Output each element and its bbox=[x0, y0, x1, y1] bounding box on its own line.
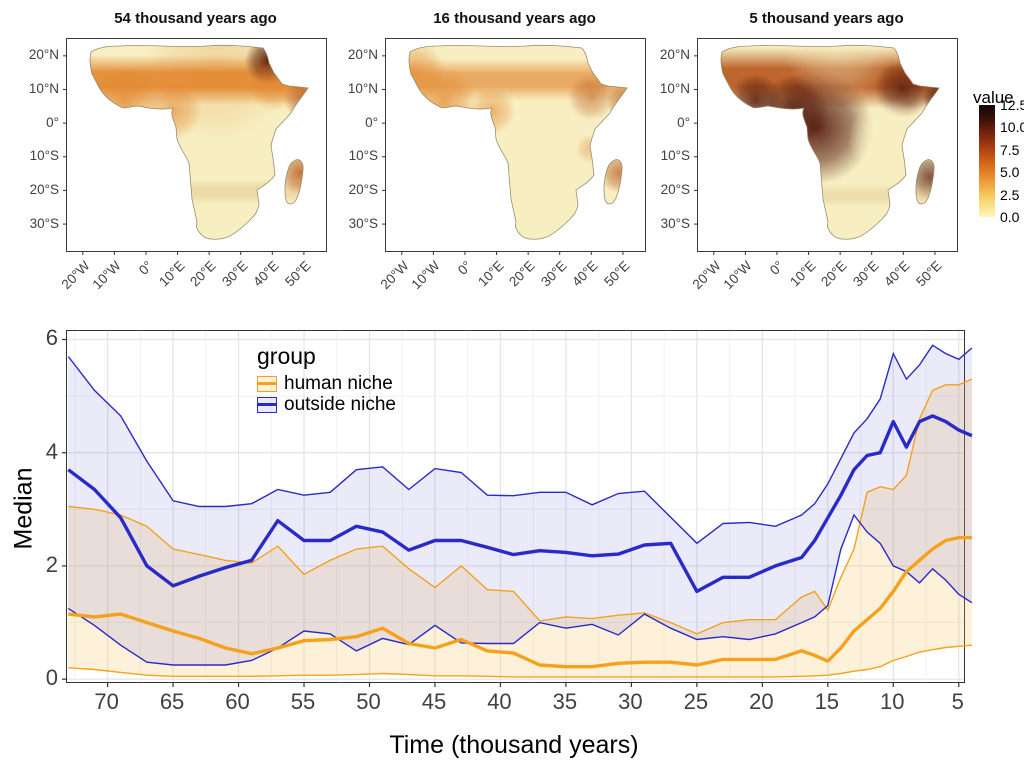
map-y-tick-label: 10°S bbox=[660, 148, 690, 164]
chart-legend: group human niche outside niche bbox=[257, 343, 396, 415]
colorbar-tick-label: 10.0 bbox=[1000, 119, 1024, 136]
map-y-tick-label: 30°S bbox=[660, 215, 690, 231]
map-y-tick-label: 10°N bbox=[28, 80, 59, 96]
colorbar-title: value bbox=[973, 88, 1014, 107]
map-y-tick-label: 30°S bbox=[29, 215, 59, 231]
human-niche-band bbox=[68, 379, 972, 677]
map-y-tick-label: 10°N bbox=[659, 80, 690, 96]
map-y-tick-label: 0° bbox=[46, 114, 59, 130]
x-tick-label: 60 bbox=[225, 689, 250, 714]
map-y-tick-label: 20°N bbox=[347, 47, 378, 63]
x-tick-label: 35 bbox=[552, 689, 578, 714]
x-tick-label: 30 bbox=[618, 689, 643, 714]
x-tick-label: 65 bbox=[159, 689, 185, 714]
y-tick-label: 2 bbox=[45, 551, 58, 577]
map-y-tick-label: 10°S bbox=[29, 148, 59, 164]
line-chart-svg bbox=[62, 331, 973, 687]
x-tick-label: 40 bbox=[487, 689, 512, 714]
africa-map-16k bbox=[382, 44, 628, 255]
x-tick-label: 15 bbox=[814, 689, 840, 714]
colorbar-tick-label: 7.5 bbox=[1000, 141, 1020, 158]
map-title-16k: 16 thousand years ago bbox=[433, 10, 596, 27]
africa-map-54k bbox=[63, 44, 309, 255]
y-tick-label: 0 bbox=[45, 665, 58, 691]
map-panel-54k bbox=[63, 38, 327, 255]
africa-map-5k bbox=[694, 44, 940, 255]
map-y-tick-label: 20°S bbox=[29, 181, 59, 197]
map-panel-5k bbox=[694, 38, 958, 255]
legend-key-human-niche-icon bbox=[257, 375, 277, 392]
outside-niche-upper-line bbox=[67, 344, 973, 545]
map-title-54k: 54 thousand years ago bbox=[114, 10, 277, 27]
outside-niche-lower-line bbox=[67, 513, 973, 666]
map-y-tick-label: 20°S bbox=[348, 181, 378, 197]
colorbar-tick-label: 5.0 bbox=[1000, 164, 1020, 181]
x-tick-label: 5 bbox=[951, 689, 964, 714]
legend-label: outside niche bbox=[284, 393, 396, 415]
x-axis-title: Time (thousand years) bbox=[389, 731, 639, 759]
legend-entry-outside-niche: outside niche bbox=[257, 394, 396, 415]
outside-niche-band bbox=[68, 345, 972, 665]
colorbar-tick-label: 0.0 bbox=[1000, 209, 1020, 225]
x-tick-label: 10 bbox=[880, 689, 905, 714]
human-niche-lower-line bbox=[68, 644, 972, 678]
legend-key-outside-niche-icon bbox=[257, 396, 277, 413]
x-tick-label: 50 bbox=[356, 689, 381, 714]
colorbar-gradient bbox=[979, 105, 995, 217]
legend-label: human niche bbox=[284, 372, 393, 394]
map-y-tick-label: 10°S bbox=[348, 148, 378, 164]
x-tick-label: 25 bbox=[683, 689, 709, 714]
map-y-tick-label: 20°S bbox=[660, 181, 690, 197]
y-tick-label: 6 bbox=[45, 325, 58, 351]
colorbar-tick-label: 12.5 bbox=[1000, 97, 1024, 113]
human-niche-median-line bbox=[68, 535, 972, 669]
x-tick-label: 20 bbox=[749, 689, 774, 714]
legend-entry-human-niche: human niche bbox=[257, 373, 396, 394]
x-tick-label: 55 bbox=[290, 689, 316, 714]
map-title-5k: 5 thousand years ago bbox=[749, 10, 904, 27]
x-tick-label: 45 bbox=[421, 689, 447, 714]
legend-title: group bbox=[257, 343, 316, 369]
map-panel-16k bbox=[382, 38, 646, 255]
y-tick-label: 4 bbox=[45, 438, 58, 464]
colorbar-tick-label: 2.5 bbox=[1000, 186, 1020, 203]
map-y-tick-label: 20°N bbox=[659, 47, 690, 63]
map-y-tick-label: 0° bbox=[677, 114, 690, 130]
map-y-tick-label: 20°N bbox=[28, 47, 59, 63]
map-y-tick-label: 30°S bbox=[348, 215, 378, 231]
outside-niche-median-line bbox=[67, 414, 973, 594]
x-tick-label: 70 bbox=[94, 689, 119, 714]
map-y-tick-label: 0° bbox=[365, 114, 378, 130]
line-chart-panel: group human niche outside niche bbox=[62, 330, 973, 687]
map-y-tick-label: 10°N bbox=[347, 80, 378, 96]
